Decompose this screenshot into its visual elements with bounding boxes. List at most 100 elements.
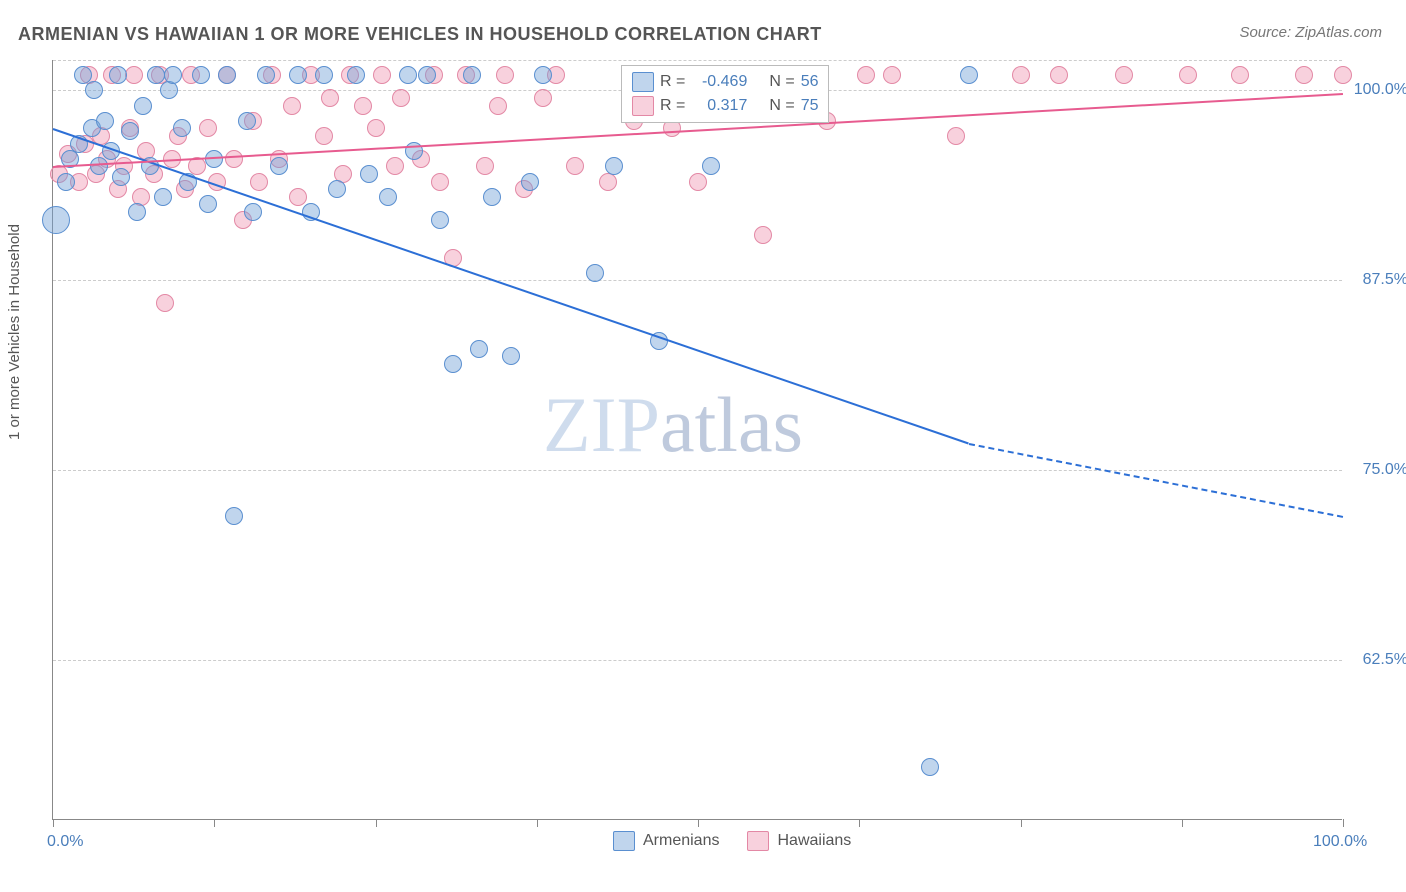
- legend-n-value: 56: [801, 73, 819, 91]
- x-tick-label: 100.0%: [1313, 833, 1367, 851]
- scatter-point: [96, 112, 114, 130]
- scatter-point: [112, 168, 130, 186]
- legend-swatch: [632, 72, 654, 92]
- scatter-point: [225, 507, 243, 525]
- scatter-plot-area: ZIPatlas 62.5%75.0%87.5%100.0%0.0%100.0%…: [52, 60, 1342, 820]
- scatter-point: [470, 340, 488, 358]
- y-tick-label: 62.5%: [1363, 651, 1406, 669]
- scatter-point: [125, 66, 143, 84]
- x-tick: [53, 819, 54, 827]
- correlation-legend-row: R =0.317N =75: [632, 94, 818, 118]
- scatter-point: [444, 355, 462, 373]
- scatter-point: [199, 119, 217, 137]
- scatter-point: [754, 226, 772, 244]
- source-attribution: Source: ZipAtlas.com: [1239, 24, 1382, 41]
- scatter-point: [199, 195, 217, 213]
- series-name: Armenians: [643, 832, 719, 850]
- scatter-point: [164, 66, 182, 84]
- regression-line: [969, 443, 1343, 518]
- scatter-point: [521, 173, 539, 191]
- legend-n-value: 75: [801, 97, 819, 115]
- y-axis-label: 1 or more Vehicles in Household: [6, 224, 23, 440]
- scatter-point: [121, 122, 139, 140]
- scatter-point: [192, 66, 210, 84]
- scatter-point: [1231, 66, 1249, 84]
- regression-line: [53, 128, 970, 445]
- scatter-point: [160, 81, 178, 99]
- y-tick-label: 100.0%: [1354, 81, 1406, 99]
- scatter-point: [328, 180, 346, 198]
- scatter-point: [399, 66, 417, 84]
- scatter-point: [244, 203, 262, 221]
- scatter-point: [857, 66, 875, 84]
- scatter-point: [354, 97, 372, 115]
- scatter-point: [154, 188, 172, 206]
- legend-r-value: 0.317: [691, 97, 747, 115]
- scatter-point: [534, 66, 552, 84]
- scatter-point: [1050, 66, 1068, 84]
- gridline: [53, 470, 1342, 471]
- scatter-point: [496, 66, 514, 84]
- x-tick-label: 0.0%: [47, 833, 83, 851]
- x-tick: [537, 819, 538, 827]
- series-legend-item: Armenians: [613, 831, 719, 851]
- scatter-point: [270, 157, 288, 175]
- scatter-point: [483, 188, 501, 206]
- watermark: ZIPatlas: [543, 380, 803, 470]
- scatter-point: [960, 66, 978, 84]
- scatter-point: [463, 66, 481, 84]
- scatter-point: [134, 97, 152, 115]
- x-tick: [859, 819, 860, 827]
- x-tick: [1182, 819, 1183, 827]
- scatter-point: [42, 206, 70, 234]
- legend-swatch: [747, 831, 769, 851]
- scatter-point: [250, 173, 268, 191]
- scatter-point: [90, 157, 108, 175]
- legend-swatch: [613, 831, 635, 851]
- scatter-point: [379, 188, 397, 206]
- x-tick: [214, 819, 215, 827]
- scatter-point: [315, 127, 333, 145]
- scatter-point: [257, 66, 275, 84]
- scatter-point: [289, 188, 307, 206]
- chart-title: ARMENIAN VS HAWAIIAN 1 OR MORE VEHICLES …: [18, 24, 822, 45]
- scatter-point: [128, 203, 146, 221]
- scatter-point: [315, 66, 333, 84]
- x-tick: [376, 819, 377, 827]
- scatter-point: [1115, 66, 1133, 84]
- gridline: [53, 60, 1342, 61]
- scatter-point: [431, 211, 449, 229]
- scatter-point: [367, 119, 385, 137]
- scatter-point: [1012, 66, 1030, 84]
- legend-n-label: N =: [769, 73, 794, 91]
- legend-swatch: [632, 96, 654, 116]
- series-name: Hawaiians: [777, 832, 851, 850]
- scatter-point: [373, 66, 391, 84]
- scatter-point: [289, 66, 307, 84]
- scatter-point: [418, 66, 436, 84]
- x-tick: [698, 819, 699, 827]
- scatter-point: [109, 66, 127, 84]
- legend-r-value: -0.469: [691, 73, 747, 91]
- y-tick-label: 75.0%: [1363, 461, 1406, 479]
- gridline: [53, 280, 1342, 281]
- scatter-point: [283, 97, 301, 115]
- legend-n-label: N =: [769, 97, 794, 115]
- scatter-point: [1334, 66, 1352, 84]
- scatter-point: [347, 66, 365, 84]
- scatter-point: [431, 173, 449, 191]
- series-legend-item: Hawaiians: [747, 831, 851, 851]
- scatter-point: [883, 66, 901, 84]
- scatter-point: [238, 112, 256, 130]
- scatter-point: [321, 89, 339, 107]
- scatter-point: [947, 127, 965, 145]
- legend-r-label: R =: [660, 73, 685, 91]
- scatter-point: [921, 758, 939, 776]
- scatter-point: [702, 157, 720, 175]
- correlation-legend: R =-0.469N =56R =0.317N =75: [621, 65, 829, 123]
- series-legend: Armenians Hawaiians: [613, 831, 851, 851]
- scatter-point: [392, 89, 410, 107]
- scatter-point: [489, 97, 507, 115]
- scatter-point: [566, 157, 584, 175]
- scatter-point: [173, 119, 191, 137]
